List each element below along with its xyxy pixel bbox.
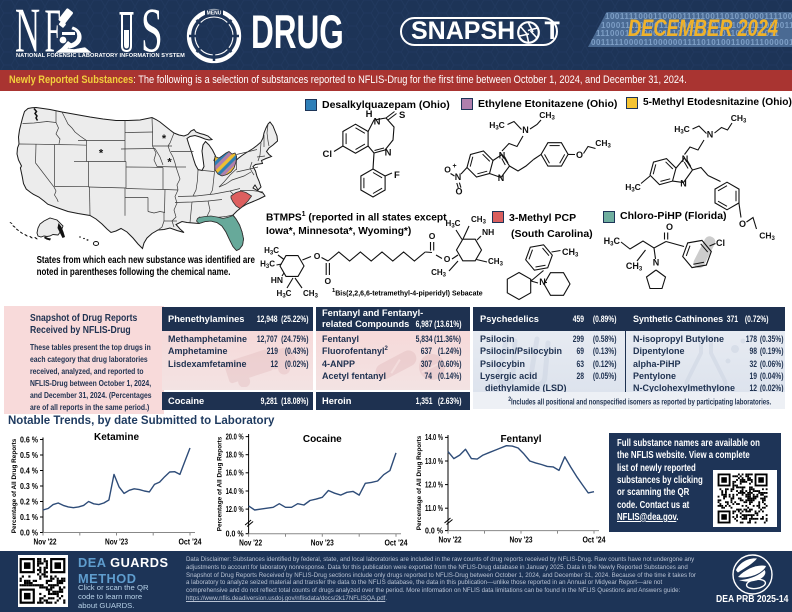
svg-text:0.4 %: 0.4 %	[20, 466, 38, 475]
svg-text:CH3: CH3	[303, 289, 319, 300]
svg-text:Percentage of All Drug Reports: Percentage of All Drug Reports	[416, 435, 423, 530]
svg-text:0.3 %: 0.3 %	[20, 482, 38, 491]
svg-text:*: *	[167, 157, 172, 169]
svg-text:Cl: Cl	[323, 149, 333, 160]
svg-text:N: N	[682, 154, 689, 164]
svg-text:CH3: CH3	[562, 247, 579, 259]
svg-text:O: O	[666, 222, 673, 232]
svg-text:Nov '22: Nov '22	[34, 538, 58, 547]
svg-text:CH3: CH3	[626, 261, 643, 273]
svg-text:N: N	[385, 148, 392, 159]
svg-text:0.0 %: 0.0 %	[226, 530, 244, 539]
svg-text:14.0 %: 14.0 %	[226, 487, 244, 496]
svg-text:O: O	[324, 276, 331, 286]
svg-text:H3C: H3C	[277, 289, 292, 300]
svg-text:*: *	[162, 133, 167, 145]
svg-text:N: N	[374, 117, 381, 128]
svg-text:Cocaine: Cocaine	[303, 434, 342, 445]
svg-text:Oct '24: Oct '24	[385, 539, 409, 548]
svg-text:12.0 %: 12.0 %	[226, 505, 244, 514]
svg-text:N: N	[680, 179, 687, 189]
svg-text:H3C: H3C	[264, 246, 279, 257]
svg-text:CH3: CH3	[759, 231, 775, 243]
svg-text:H3C: H3C	[260, 260, 275, 271]
svg-text:Percentage of All Drug Reports: Percentage of All Drug Reports	[11, 438, 18, 533]
svg-text:CH3: CH3	[539, 110, 555, 122]
svg-text:0.5 %: 0.5 %	[20, 451, 38, 460]
svg-text:O: O	[576, 150, 583, 160]
svg-text:N: N	[707, 130, 714, 140]
svg-text:Fentanyl: Fentanyl	[500, 434, 541, 445]
svg-text:Nov '23: Nov '23	[105, 538, 129, 547]
svg-text:0.1 %: 0.1 %	[20, 513, 38, 522]
svg-text:Nov '22: Nov '22	[439, 536, 463, 545]
svg-text:N: N	[539, 277, 546, 287]
svg-text:0.2 %: 0.2 %	[20, 497, 38, 506]
svg-text:14.0 %: 14.0 %	[425, 433, 443, 442]
svg-text:H3C: H3C	[674, 124, 690, 136]
svg-text:N: N	[499, 151, 506, 161]
svg-text:NH: NH	[482, 227, 494, 237]
svg-text:CH3: CH3	[731, 113, 747, 125]
svg-text:S: S	[141, 0, 163, 66]
svg-text:H3C: H3C	[625, 182, 641, 194]
svg-text:Oct '24: Oct '24	[179, 538, 203, 547]
svg-text:N: N	[522, 125, 529, 135]
svg-text:CH3: CH3	[471, 215, 487, 226]
svg-text:F: F	[45, 0, 61, 66]
svg-text:Oct '24: Oct '24	[583, 536, 607, 545]
svg-text:HN: HN	[271, 275, 283, 285]
svg-text:O: O	[444, 254, 451, 264]
svg-text:0.6 %: 0.6 %	[20, 435, 38, 444]
svg-text:H3C: H3C	[489, 120, 505, 132]
svg-text:Nov '23: Nov '23	[510, 536, 534, 545]
svg-text:12.0 %: 12.0 %	[425, 480, 443, 489]
svg-text:N: N	[653, 258, 660, 268]
svg-text:16.0 %: 16.0 %	[226, 469, 244, 478]
svg-text:O: O	[455, 187, 462, 197]
svg-text:CH3: CH3	[595, 138, 611, 150]
svg-text:O: O	[739, 219, 746, 229]
svg-text:H3C: H3C	[604, 236, 621, 248]
svg-text:S: S	[399, 110, 405, 121]
svg-text:H: H	[366, 109, 373, 120]
svg-text:Ketamine: Ketamine	[94, 432, 139, 443]
svg-text:+: +	[453, 163, 457, 170]
svg-text:N: N	[455, 172, 462, 182]
svg-text:O: O	[429, 231, 436, 241]
svg-text:18.0 %: 18.0 %	[226, 451, 244, 460]
svg-text:11.0 %: 11.0 %	[425, 504, 443, 513]
svg-text:O: O	[314, 251, 321, 261]
svg-text:N: N	[15, 0, 40, 65]
svg-text:20.0 %: 20.0 %	[226, 432, 244, 441]
svg-text:MENU: MENU	[207, 11, 222, 17]
svg-text:Nov '22: Nov '22	[239, 539, 263, 548]
svg-text:CH3: CH3	[488, 257, 504, 268]
svg-text:O: O	[444, 165, 451, 175]
svg-text:H3C: H3C	[446, 219, 461, 230]
svg-text:Nov '23: Nov '23	[311, 539, 335, 548]
svg-text:CH3: CH3	[431, 268, 447, 279]
svg-text:Percentage of All Drug Reports: Percentage of All Drug Reports	[217, 436, 224, 531]
svg-text:13.0 %: 13.0 %	[425, 457, 443, 466]
svg-text:F: F	[394, 170, 400, 181]
svg-text:N: N	[498, 173, 505, 183]
svg-text:Cl: Cl	[716, 238, 725, 248]
svg-text:*: *	[99, 147, 104, 159]
svg-text:0.0 %: 0.0 %	[425, 526, 443, 535]
svg-text:0.0 %: 0.0 %	[20, 528, 38, 537]
